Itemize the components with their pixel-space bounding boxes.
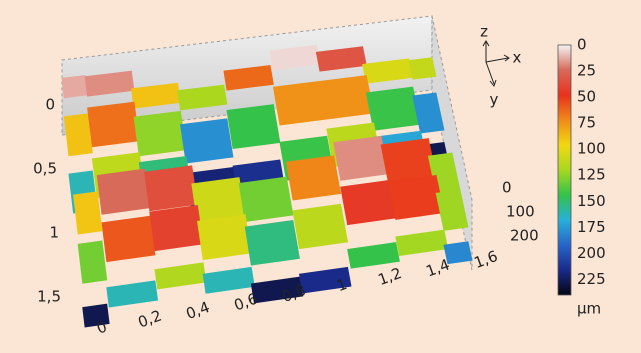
- surface-cell: [197, 215, 251, 260]
- x-tick-label: 1,2: [376, 264, 405, 289]
- surface-cell: [320, 76, 374, 119]
- colorbar-tick-label: 150: [577, 192, 606, 210]
- surface-cell: [334, 136, 389, 180]
- surface-cell: [150, 206, 203, 251]
- colorbar-tick-label: 0: [577, 36, 587, 54]
- colorbar-tick-label: 25: [577, 62, 596, 80]
- surface-cell: [381, 139, 436, 183]
- chart: z x y µm 00,511,500,20,40,60,811,21,41,6…: [0, 0, 641, 353]
- surface-cell: [409, 58, 436, 79]
- colorbar-tick-label: 225: [577, 270, 606, 288]
- z-label: z: [480, 23, 488, 41]
- z-tick-label: 200: [510, 227, 539, 245]
- surface-cell: [273, 81, 326, 125]
- y-tick-label: 0,5: [33, 160, 57, 178]
- orientation-axes: [483, 41, 509, 86]
- colorbar-tick-label: 200: [577, 244, 606, 262]
- y-label: y: [490, 91, 499, 109]
- surface-cell: [396, 230, 448, 255]
- surface-cell: [245, 221, 299, 266]
- surface-cell: [78, 241, 107, 283]
- x-tick-label: 0,4: [184, 298, 213, 323]
- colorbar-unit: µm: [577, 300, 601, 318]
- surface-cell: [239, 177, 293, 221]
- colorbar-tick-label: 50: [577, 88, 596, 106]
- y-tick-label: 0: [45, 96, 55, 114]
- colorbar-tick-label: 75: [577, 114, 596, 132]
- surface-cell: [388, 176, 444, 220]
- surface-cell: [74, 192, 102, 234]
- surface-cell: [366, 87, 420, 130]
- surface-cell: [180, 119, 233, 163]
- y-tick-label: 1: [49, 224, 59, 242]
- surface-cell: [348, 243, 400, 269]
- surface-cell: [444, 242, 472, 264]
- x-tick-label: 0,2: [136, 306, 165, 331]
- colorbar-tick-label: 100: [577, 140, 606, 158]
- colorbar-tick-label: 125: [577, 166, 606, 184]
- z-tick-label: 100: [506, 203, 535, 221]
- x-label: x: [513, 49, 522, 67]
- surface-cell: [97, 169, 150, 214]
- surface-cell: [62, 75, 88, 97]
- x-tick-label: 1,6: [472, 247, 501, 272]
- surface-cell: [102, 216, 155, 261]
- surface-cell: [144, 166, 197, 211]
- surface-cell: [155, 263, 206, 289]
- z-tick-label: 0: [502, 179, 512, 197]
- surface-cell: [134, 111, 186, 155]
- surface-cell: [293, 204, 348, 248]
- colorbar: [558, 45, 571, 295]
- surface-cell: [88, 102, 140, 147]
- surface-cell: [227, 105, 280, 149]
- surface-cell: [203, 267, 254, 293]
- surface-cell: [64, 114, 92, 156]
- colorbar-tick-label: 175: [577, 218, 606, 236]
- surface-cell: [341, 181, 396, 225]
- surface-cell: [107, 281, 158, 307]
- surface-cell: [286, 156, 340, 200]
- y-tick-label: 1,5: [37, 288, 61, 306]
